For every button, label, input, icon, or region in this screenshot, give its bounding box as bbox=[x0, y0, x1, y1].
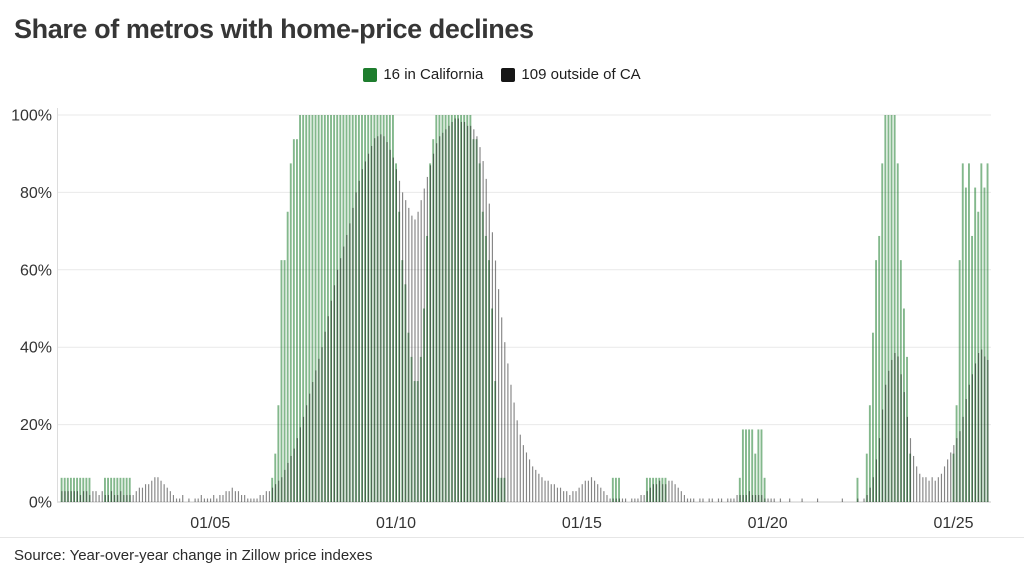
outside-ca-swatch-icon bbox=[501, 67, 516, 82]
source-section: Source: Year-over-year change in Zillow … bbox=[0, 537, 1024, 564]
ca-series-bars bbox=[60, 115, 989, 503]
svg-text:01/20: 01/20 bbox=[748, 515, 788, 532]
svg-text:01/05: 01/05 bbox=[190, 515, 230, 532]
svg-text:01/15: 01/15 bbox=[562, 515, 602, 532]
svg-text:0%: 0% bbox=[29, 495, 52, 512]
legend-label-california: 16 in California bbox=[383, 66, 484, 83]
svg-text:01/25: 01/25 bbox=[933, 515, 973, 532]
chart-title: Share of metros with home-price declines bbox=[14, 14, 534, 44]
source-note: Source: Year-over-year change in Zillow … bbox=[14, 547, 373, 564]
svg-text:100%: 100% bbox=[11, 108, 52, 125]
legend: 16 in California 109 outside of CA bbox=[0, 66, 1004, 83]
outside-ca-series-bars bbox=[61, 118, 989, 503]
legend-item-california: 16 in California bbox=[363, 66, 483, 83]
svg-text:40%: 40% bbox=[20, 340, 52, 357]
legend-label-outside-ca: 109 outside of CA bbox=[521, 66, 641, 83]
svg-text:01/10: 01/10 bbox=[376, 515, 416, 532]
svg-text:20%: 20% bbox=[20, 417, 52, 434]
y-axis-labels: 0% 20% 40% 60% 80% 100% bbox=[11, 108, 52, 512]
california-swatch-icon bbox=[363, 67, 378, 82]
svg-text:60%: 60% bbox=[20, 262, 52, 279]
svg-text:80%: 80% bbox=[20, 185, 52, 202]
x-axis-labels: 01/05 01/10 01/15 01/20 01/25 bbox=[190, 515, 973, 532]
legend-item-outside-ca: 109 outside of CA bbox=[501, 66, 641, 83]
grid bbox=[57, 108, 991, 503]
